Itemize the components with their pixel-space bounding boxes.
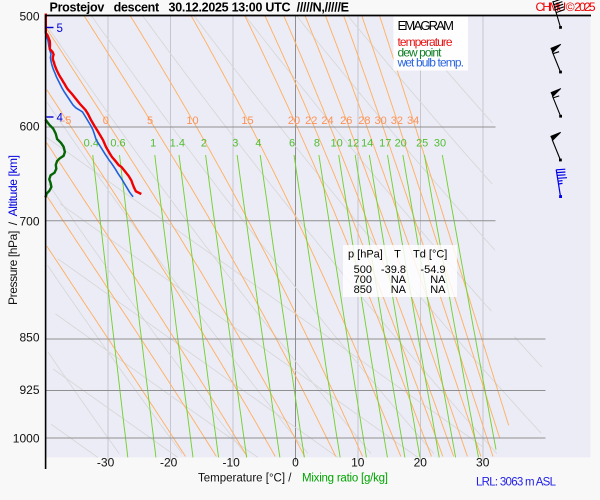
svg-text:4: 4 bbox=[255, 138, 261, 150]
svg-text:Temperature [°C] /: Temperature [°C] / bbox=[198, 473, 292, 485]
svg-text:32: 32 bbox=[391, 115, 403, 127]
svg-text:30: 30 bbox=[476, 456, 490, 470]
svg-text:28: 28 bbox=[358, 115, 370, 127]
svg-text:500: 500 bbox=[354, 264, 372, 276]
svg-text:NA: NA bbox=[391, 284, 407, 296]
svg-text:12: 12 bbox=[347, 138, 359, 150]
svg-text:700: 700 bbox=[19, 214, 39, 228]
svg-text:1000: 1000 bbox=[13, 431, 40, 445]
svg-text:14: 14 bbox=[361, 138, 373, 150]
svg-text:22: 22 bbox=[305, 115, 317, 127]
svg-text:10: 10 bbox=[330, 138, 342, 150]
svg-text:24: 24 bbox=[321, 115, 333, 127]
svg-text:-39.8: -39.8 bbox=[381, 264, 406, 276]
svg-text:10: 10 bbox=[186, 115, 198, 127]
svg-text:EMAGRAM: EMAGRAM bbox=[398, 18, 455, 33]
svg-text:15: 15 bbox=[241, 115, 253, 127]
svg-text:CHMU © 2025: CHMU © 2025 bbox=[536, 0, 596, 14]
svg-text:temperature: temperature bbox=[398, 35, 453, 49]
svg-text:NA: NA bbox=[391, 274, 407, 286]
svg-text:-5: -5 bbox=[62, 115, 72, 127]
svg-text:925: 925 bbox=[19, 383, 39, 397]
svg-text:6: 6 bbox=[289, 138, 295, 150]
svg-text:500: 500 bbox=[19, 9, 39, 23]
svg-text:25: 25 bbox=[416, 138, 428, 150]
svg-text:Td [°C]: Td [°C] bbox=[413, 249, 447, 261]
svg-text:0.6: 0.6 bbox=[110, 138, 125, 150]
svg-text:0.4: 0.4 bbox=[84, 138, 99, 150]
svg-text:26: 26 bbox=[340, 115, 352, 127]
svg-text:20: 20 bbox=[414, 456, 428, 470]
svg-text:LRL: 3063 m ASL: LRL: 3063 m ASL bbox=[476, 477, 557, 489]
svg-text:30: 30 bbox=[434, 138, 446, 150]
svg-text:p [hPa]: p [hPa] bbox=[348, 249, 383, 261]
svg-text:10: 10 bbox=[351, 456, 365, 470]
svg-text:NA: NA bbox=[430, 274, 446, 286]
svg-text:5: 5 bbox=[57, 23, 63, 35]
svg-text:Prostejov descent 30.12.20: Prostejov descent 30.12.2025 13:00 UTC /… bbox=[50, 1, 350, 15]
svg-text:0: 0 bbox=[103, 115, 109, 127]
svg-text:850: 850 bbox=[354, 284, 372, 296]
svg-text:1.4: 1.4 bbox=[170, 138, 185, 150]
svg-text:600: 600 bbox=[19, 119, 39, 133]
svg-text:Mixing ratio [g/kg]: Mixing ratio [g/kg] bbox=[302, 473, 388, 485]
svg-text:30: 30 bbox=[374, 115, 386, 127]
svg-text:34: 34 bbox=[407, 115, 419, 127]
svg-text:8: 8 bbox=[314, 138, 320, 150]
svg-text:-30: -30 bbox=[97, 456, 115, 470]
svg-text:20: 20 bbox=[395, 138, 407, 150]
svg-text:dew point: dew point bbox=[398, 45, 443, 59]
svg-text:1: 1 bbox=[150, 138, 156, 150]
svg-text:850: 850 bbox=[19, 330, 39, 344]
svg-text:5: 5 bbox=[147, 115, 153, 127]
svg-text:T: T bbox=[394, 249, 401, 261]
svg-text:NA: NA bbox=[430, 284, 446, 296]
svg-text:wet bulb temp.: wet bulb temp. bbox=[397, 55, 465, 69]
svg-text:-20: -20 bbox=[160, 456, 178, 470]
svg-text:17: 17 bbox=[379, 138, 391, 150]
svg-text:0: 0 bbox=[292, 456, 299, 470]
svg-text:700: 700 bbox=[354, 274, 372, 286]
svg-text:-54.9: -54.9 bbox=[420, 264, 445, 276]
svg-text:2: 2 bbox=[201, 138, 207, 150]
svg-text:Pressure [hPa] / Altitude [k: Pressure [hPa] / Altitude [km] bbox=[6, 155, 20, 305]
svg-text:-10: -10 bbox=[223, 456, 241, 470]
svg-text:4: 4 bbox=[57, 113, 64, 125]
svg-text:3: 3 bbox=[232, 138, 238, 150]
svg-text:20: 20 bbox=[288, 115, 300, 127]
